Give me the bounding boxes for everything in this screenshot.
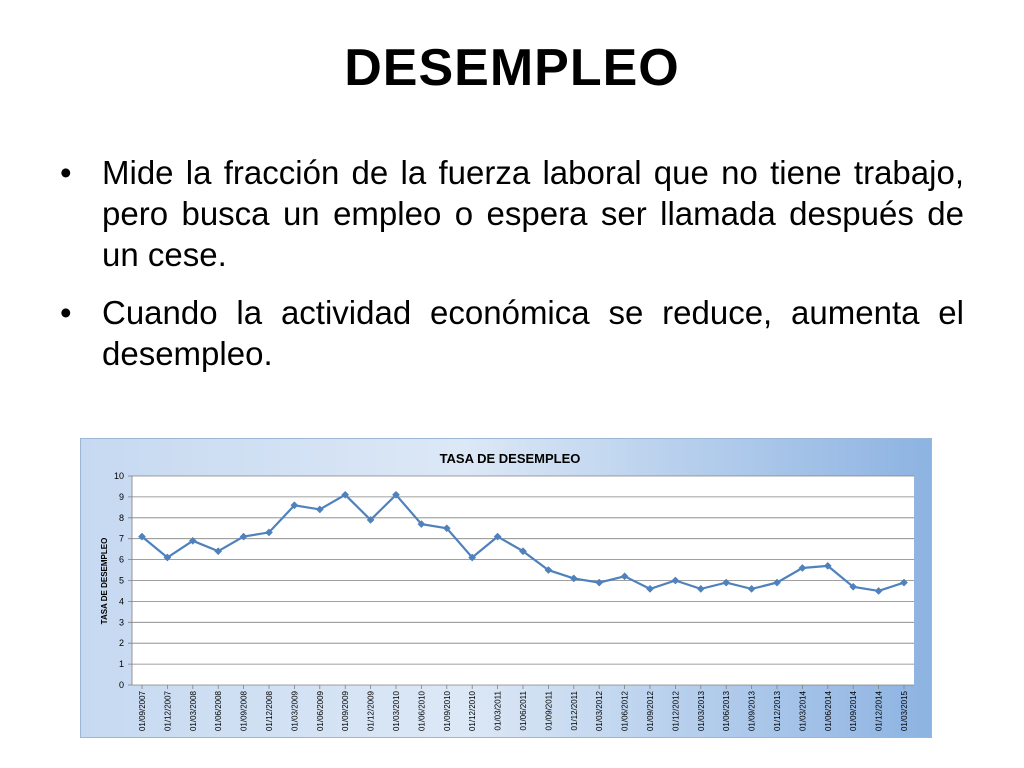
x-tick-label: 01/03/2009 <box>290 690 299 731</box>
x-tick-label: 01/03/2015 <box>900 690 909 731</box>
data-point <box>290 501 299 510</box>
x-tick-label: 01/03/2014 <box>798 690 807 731</box>
data-point <box>468 553 477 562</box>
x-tick-label: 01/12/2012 <box>671 690 680 731</box>
x-tick-label: 01/06/2009 <box>316 690 325 731</box>
data-point <box>620 572 629 581</box>
y-tick-label: 4 <box>119 596 124 606</box>
x-tick-label: 01/06/2012 <box>621 690 630 731</box>
data-point <box>823 561 832 570</box>
y-tick-label: 7 <box>119 534 124 544</box>
x-tick-label: 01/12/2008 <box>265 690 274 731</box>
bullet-item: Cuando la actividad económica se reduce,… <box>60 292 964 374</box>
x-tick-label: 01/12/2013 <box>773 690 782 731</box>
x-tick-label: 01/06/2011 <box>519 690 528 730</box>
y-axis-label: TASA DE DESEMPLEO <box>100 538 109 625</box>
chart-title: TASA DE DESEMPLEO <box>440 451 581 466</box>
data-point <box>214 547 223 556</box>
x-tick-label: 01/03/2008 <box>189 690 198 731</box>
data-point <box>595 578 604 587</box>
data-point <box>239 532 248 541</box>
x-tick-label: 01/06/2010 <box>417 690 426 731</box>
data-point <box>874 586 883 595</box>
data-point <box>900 578 908 587</box>
x-tick-label: 01/09/2008 <box>240 690 249 731</box>
x-tick-label: 01/12/2011 <box>570 690 579 730</box>
x-tick-label: 01/09/2011 <box>544 690 553 730</box>
x-tick-label: 01/03/2012 <box>595 690 604 731</box>
data-point <box>341 490 350 499</box>
data-point <box>392 490 400 499</box>
x-tick-label: 01/06/2008 <box>214 690 223 731</box>
y-tick-label: 2 <box>119 638 124 648</box>
data-point <box>188 536 197 545</box>
y-tick-label: 3 <box>119 617 124 627</box>
data-point <box>265 528 273 537</box>
data-point <box>646 584 654 593</box>
data-point <box>696 584 705 593</box>
y-tick-label: 8 <box>119 513 124 523</box>
bullet-list: Mide la fracción de la fuerza laboral qu… <box>60 152 964 391</box>
data-point <box>519 547 527 556</box>
y-tick-label: 0 <box>119 680 124 690</box>
data-point <box>366 515 375 524</box>
x-tick-label: 01/12/2009 <box>367 690 376 731</box>
x-tick-label: 01/06/2013 <box>722 690 731 731</box>
x-tick-label: 01/09/2010 <box>443 690 452 731</box>
y-tick-label: 9 <box>119 492 124 502</box>
data-point <box>849 582 858 591</box>
bullet-item: Mide la fracción de la fuerza laboral qu… <box>60 152 964 275</box>
data-point <box>722 578 731 587</box>
data-point <box>773 578 781 587</box>
x-tick-label: 01/12/2007 <box>163 690 172 731</box>
x-tick-label: 01/03/2011 <box>494 690 503 730</box>
data-point <box>417 520 426 529</box>
x-tick-label: 01/09/2014 <box>849 690 858 731</box>
data-point <box>493 532 502 541</box>
x-tick-label: 01/09/2007 <box>138 690 147 731</box>
x-tick-label: 01/03/2013 <box>697 690 706 731</box>
data-point <box>671 576 680 585</box>
slide-title: DESEMPLEO <box>344 39 680 97</box>
x-tick-label: 01/09/2012 <box>646 690 655 731</box>
data-point <box>138 532 146 541</box>
data-point <box>163 553 172 562</box>
data-point <box>798 564 807 572</box>
x-tick-label: 01/12/2014 <box>875 690 884 731</box>
y-tick-label: 10 <box>114 471 124 481</box>
y-tick-label: 5 <box>119 576 124 586</box>
x-tick-label: 01/12/2010 <box>468 690 477 731</box>
data-point <box>544 566 553 575</box>
x-tick-label: 01/09/2013 <box>748 690 757 731</box>
y-tick-label: 6 <box>119 555 124 565</box>
data-point <box>569 574 578 583</box>
x-tick-label: 01/09/2009 <box>341 690 350 731</box>
chart-svg: TASA DE DESEMPLEO 0 1 2 3 4 5 6 7 8 9 10 01/09/200… <box>80 438 932 738</box>
x-tick-label: 01/06/2014 <box>824 690 833 731</box>
data-point <box>315 505 324 514</box>
y-tick-label: 1 <box>119 659 124 669</box>
data-point <box>747 584 756 593</box>
data-point <box>442 524 451 533</box>
x-tick-label: 01/03/2010 <box>392 690 401 731</box>
unemployment-chart: TASA DE DESEMPLEO 0 1 2 3 4 5 6 7 8 9 10 01/09/200… <box>80 438 932 738</box>
